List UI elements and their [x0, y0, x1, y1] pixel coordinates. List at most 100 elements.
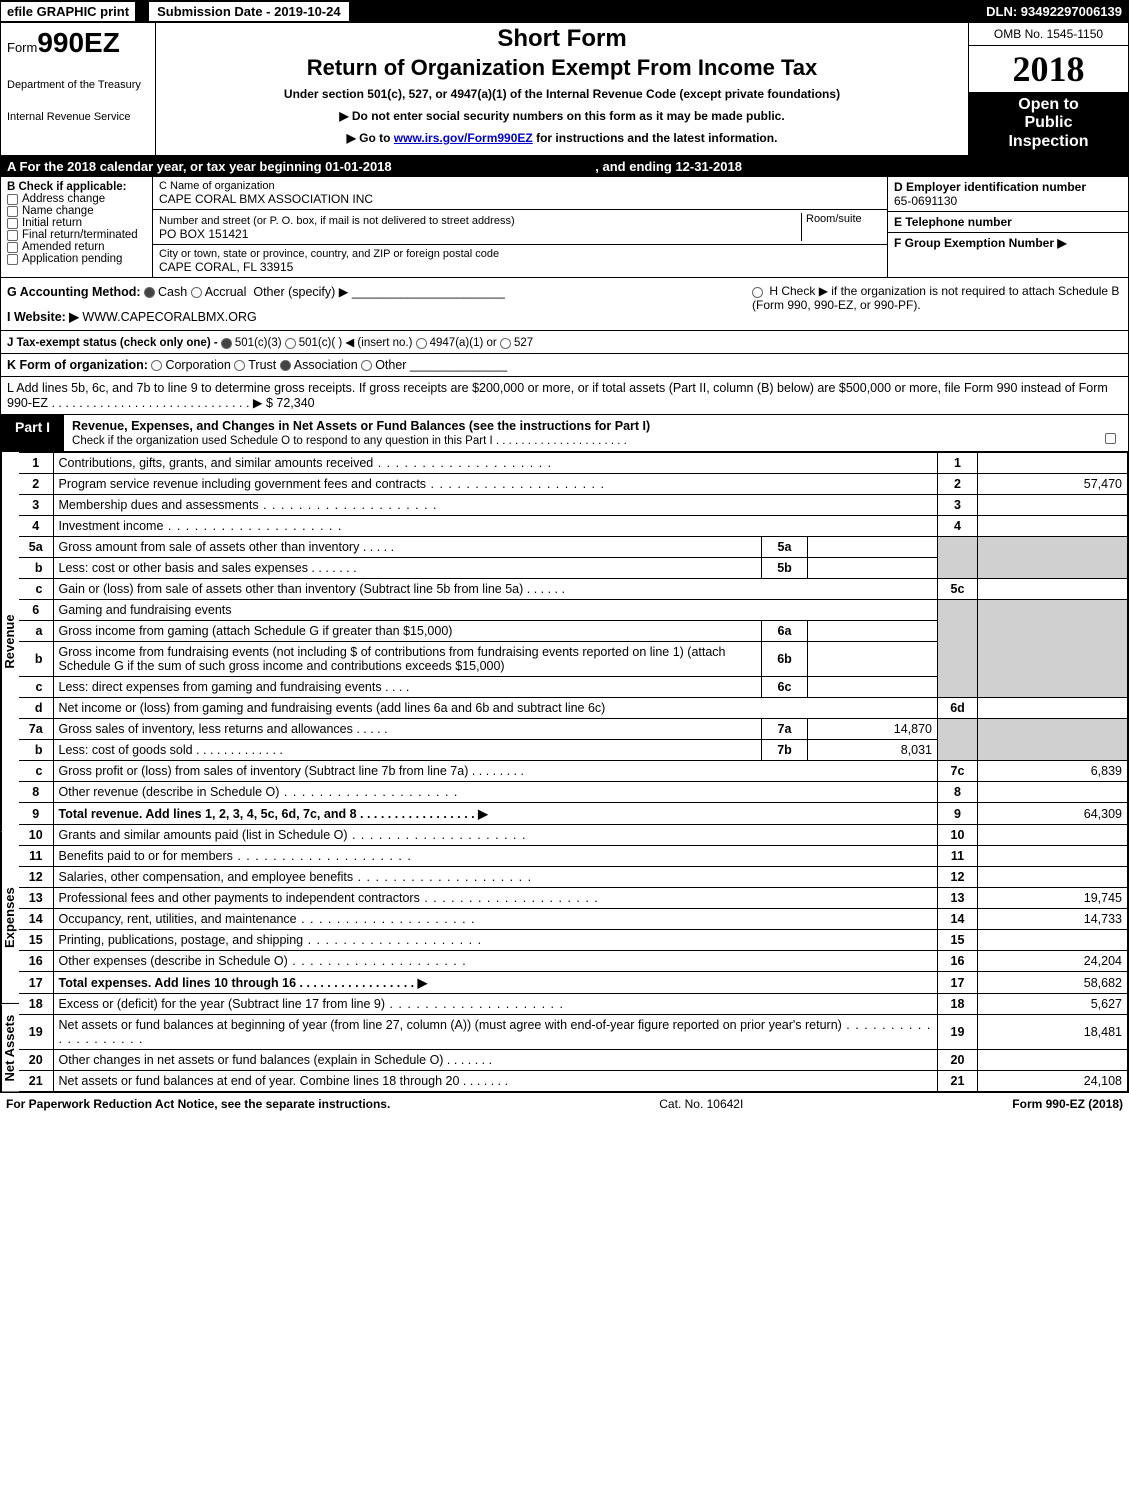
- street-value: PO BOX 151421: [159, 227, 801, 241]
- expenses-label: Expenses: [1, 832, 19, 1004]
- line-19-desc: Net assets or fund balances at beginning…: [59, 1018, 842, 1032]
- header-left: Form990EZ Department of the Treasury Int…: [1, 23, 156, 155]
- chk-initial-return-label: Initial return: [22, 217, 82, 229]
- line-5a-desc: Gross amount from sale of assets other t…: [59, 540, 360, 554]
- return-title: Return of Organization Exempt From Incom…: [164, 55, 960, 81]
- radio-501c3[interactable]: [221, 338, 232, 349]
- open-line2: Public: [969, 114, 1128, 132]
- h-text: H Check ▶ if the organization is not req…: [752, 284, 1119, 312]
- form-container: Form990EZ Department of the Treasury Int…: [0, 22, 1129, 1093]
- line-7c-value: 6,839: [978, 761, 1128, 782]
- irs-link[interactable]: www.irs.gov/Form990EZ: [394, 131, 533, 145]
- line-9: 9Total revenue. Add lines 1, 2, 3, 4, 5c…: [19, 803, 1128, 825]
- line-7a-value: 14,870: [808, 719, 938, 740]
- radio-501c-label: 501(c)( ) ◀ (insert no.): [299, 337, 413, 349]
- line-9-value: 64,309: [978, 803, 1128, 825]
- radio-527[interactable]: [500, 338, 511, 349]
- part1-schedule-o-checkbox[interactable]: [1105, 433, 1116, 444]
- form-number: Form990EZ: [7, 27, 149, 59]
- open-line3: Inspection: [969, 133, 1128, 151]
- line-14-desc: Occupancy, rent, utilities, and maintena…: [59, 912, 297, 926]
- radio-assoc-label: Association: [294, 358, 358, 372]
- line-4: 4Investment income4: [19, 516, 1128, 537]
- chk-final-return[interactable]: Final return/terminated: [7, 229, 146, 241]
- line-7c: cGross profit or (loss) from sales of in…: [19, 761, 1128, 782]
- line-6-desc: Gaming and fundraising events: [53, 600, 938, 621]
- line-3-desc: Membership dues and assessments: [59, 498, 259, 512]
- line-7b-desc: Less: cost of goods sold: [59, 743, 193, 757]
- line-6b-desc: Gross income from fundraising events (no…: [59, 645, 726, 673]
- form-990ez: 990EZ: [37, 27, 120, 58]
- cell-group-exemption: F Group Exemption Number ▶: [888, 233, 1128, 253]
- line-6: 6Gaming and fundraising events: [19, 600, 1128, 621]
- radio-4947[interactable]: [416, 338, 427, 349]
- line-16-desc: Other expenses (describe in Schedule O): [59, 954, 288, 968]
- line-6c-desc: Less: direct expenses from gaming and fu…: [59, 680, 382, 694]
- chk-amended-label: Amended return: [22, 241, 104, 253]
- line-6d: dNet income or (loss) from gaming and fu…: [19, 698, 1128, 719]
- irs-label: Internal Revenue Service: [7, 111, 149, 123]
- radio-assoc[interactable]: [280, 360, 291, 371]
- radio-corp[interactable]: [151, 360, 162, 371]
- radio-corp-label: Corporation: [165, 358, 230, 372]
- part1-body: Revenue Expenses Net Assets 1Contributio…: [1, 452, 1128, 1092]
- radio-accrual[interactable]: [191, 287, 202, 298]
- radio-trust[interactable]: [234, 360, 245, 371]
- telephone-label: E Telephone number: [894, 215, 1122, 229]
- submission-date-badge: Submission Date - 2019-10-24: [147, 0, 351, 23]
- short-form-title: Short Form: [164, 25, 960, 53]
- radio-other-org-label: Other: [375, 358, 406, 372]
- org-name-label: C Name of organization: [159, 180, 881, 192]
- chk-application-pending[interactable]: Application pending: [7, 253, 146, 265]
- line-16: 16Other expenses (describe in Schedule O…: [19, 951, 1128, 972]
- line-14-value: 14,733: [978, 909, 1128, 930]
- website-value: WWW.CAPECORALBMX.ORG: [82, 310, 256, 324]
- radio-other-org[interactable]: [361, 360, 372, 371]
- line-2: 2Program service revenue including gover…: [19, 474, 1128, 495]
- city-label: City or town, state or province, country…: [159, 248, 881, 260]
- efile-print-label[interactable]: efile GRAPHIC print: [1, 2, 137, 21]
- line-9-desc: Total revenue. Add lines 1, 2, 3, 4, 5c,…: [59, 807, 488, 821]
- header-right: OMB No. 1545-1150 2018 Open to Public In…: [968, 23, 1128, 155]
- radio-accrual-label: Accrual: [205, 285, 247, 299]
- cell-ein: D Employer identification number 65-0691…: [888, 177, 1128, 212]
- line-21: 21Net assets or fund balances at end of …: [19, 1071, 1128, 1092]
- cell-telephone: E Telephone number: [888, 212, 1128, 233]
- line-6d-desc: Net income or (loss) from gaming and fun…: [53, 698, 938, 719]
- org-name-value: CAPE CORAL BMX ASSOCIATION INC: [159, 192, 881, 206]
- radio-cash[interactable]: [144, 287, 155, 298]
- line-1-desc: Contributions, gifts, grants, and simila…: [59, 456, 374, 470]
- radio-501c[interactable]: [285, 338, 296, 349]
- revenue-label: Revenue: [1, 452, 19, 832]
- line-5a: 5aGross amount from sale of assets other…: [19, 537, 1128, 558]
- tax-exempt-label: J Tax-exempt status (check only one) -: [7, 337, 218, 349]
- netassets-label: Net Assets: [1, 1004, 19, 1092]
- chk-address-change[interactable]: Address change: [7, 193, 146, 205]
- goto-line: ▶ Go to www.irs.gov/Form990EZ for instru…: [164, 131, 960, 145]
- h-check-radio[interactable]: [752, 287, 763, 298]
- line-12: 12Salaries, other compensation, and empl…: [19, 867, 1128, 888]
- row-a-mid: , and ending: [595, 159, 675, 174]
- col-c-org-info: C Name of organization CAPE CORAL BMX AS…: [153, 177, 888, 277]
- line-14: 14Occupancy, rent, utilities, and mainte…: [19, 909, 1128, 930]
- line-11: 11Benefits paid to or for members11: [19, 846, 1128, 867]
- goto-post: for instructions and the latest informat…: [533, 131, 778, 145]
- radio-other-label: Other (specify) ▶: [253, 285, 348, 299]
- row-a-end: 12-31-2018: [675, 159, 742, 174]
- line-7a: 7aGross sales of inventory, less returns…: [19, 719, 1128, 740]
- row-h: H Check ▶ if the organization is not req…: [752, 284, 1122, 324]
- line-21-desc: Net assets or fund balances at end of ye…: [59, 1074, 460, 1088]
- chk-name-change[interactable]: Name change: [7, 205, 146, 217]
- row-a-begin: 01-01-2018: [325, 159, 392, 174]
- line-8-desc: Other revenue (describe in Schedule O): [59, 785, 280, 799]
- chk-initial-return[interactable]: Initial return: [7, 217, 146, 229]
- form-header: Form990EZ Department of the Treasury Int…: [1, 23, 1128, 156]
- radio-4947-label: 4947(a)(1) or: [430, 337, 497, 349]
- radio-trust-label: Trust: [248, 358, 276, 372]
- line-8: 8Other revenue (describe in Schedule O)8: [19, 782, 1128, 803]
- accounting-method-label: G Accounting Method:: [7, 285, 141, 299]
- chk-amended-return[interactable]: Amended return: [7, 241, 146, 253]
- lines-table: 1Contributions, gifts, grants, and simil…: [19, 452, 1128, 1092]
- row-j: J Tax-exempt status (check only one) - 5…: [1, 331, 1128, 354]
- ein-label: D Employer identification number: [894, 180, 1122, 194]
